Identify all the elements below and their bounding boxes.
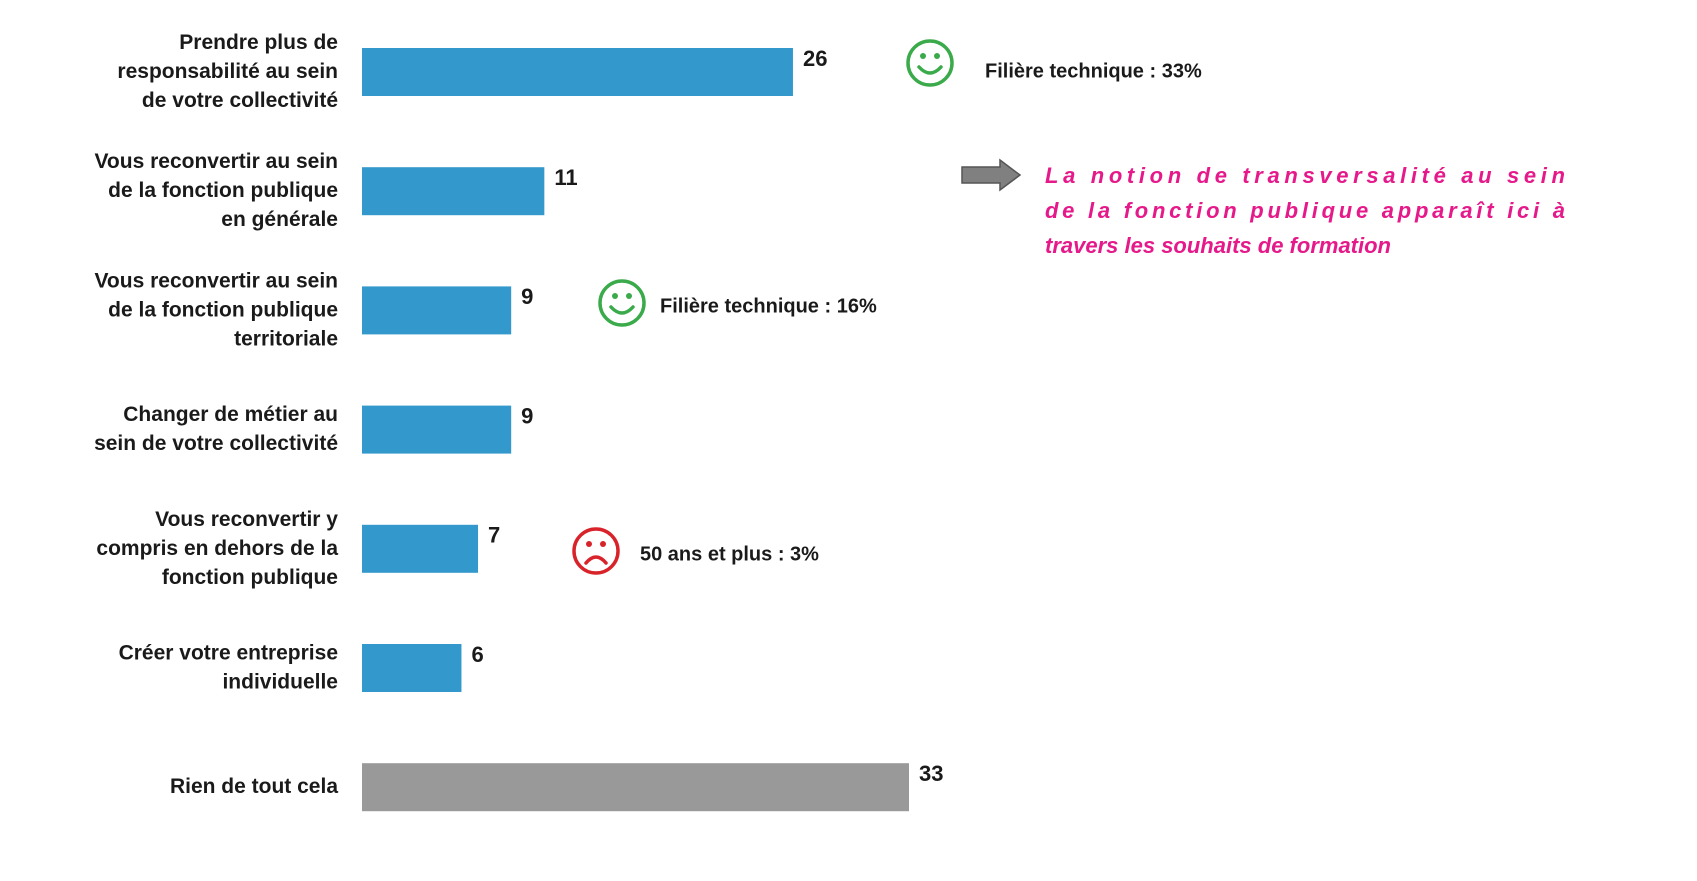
annotation: 50 ans et plus : 3% bbox=[640, 543, 819, 565]
mouth bbox=[609, 305, 635, 315]
bar bbox=[362, 524, 479, 573]
note: La notion de transversalité au sein de la… bbox=[1045, 163, 1565, 258]
bar bbox=[362, 644, 462, 692]
category-label: Vous reconvertir y compris en dehors de l… bbox=[96, 507, 338, 588]
annotation: Filière technique : 16% bbox=[660, 295, 877, 317]
eye bbox=[934, 53, 940, 59]
value-label: 7 bbox=[488, 523, 500, 548]
face-icon bbox=[572, 527, 620, 575]
face bbox=[598, 279, 646, 327]
value-label: 11 bbox=[554, 165, 577, 190]
face bbox=[572, 527, 620, 575]
eye bbox=[920, 53, 926, 59]
category-label: Vous reconvertir au sein de la fonction p… bbox=[94, 150, 338, 231]
arrow bbox=[961, 158, 1022, 192]
face bbox=[906, 39, 954, 87]
value-label: 9 bbox=[521, 403, 533, 428]
bar bbox=[362, 405, 512, 454]
face-icon bbox=[598, 279, 646, 327]
category-label: Vous reconvertir au sein de la fonction p… bbox=[94, 269, 338, 350]
eye bbox=[586, 541, 592, 547]
bar bbox=[362, 763, 909, 812]
face-icon bbox=[906, 39, 954, 87]
bar bbox=[362, 167, 545, 216]
value-label: 26 bbox=[803, 46, 827, 71]
annotation: Filière technique : 33% bbox=[985, 60, 1202, 82]
bar bbox=[362, 48, 793, 96]
value-label: 33 bbox=[919, 761, 943, 786]
value-label: 9 bbox=[521, 284, 533, 309]
mouth bbox=[584, 555, 608, 565]
mouth bbox=[917, 65, 943, 75]
bar bbox=[362, 286, 512, 335]
category-label: Changer de métier au sein de votre collec… bbox=[94, 403, 338, 455]
eye bbox=[600, 541, 606, 547]
category-label: Prendre plus de responsabilité au sein de … bbox=[117, 31, 338, 112]
eye bbox=[626, 293, 632, 299]
category-label: Rien de tout cela bbox=[170, 775, 338, 798]
value-label: 6 bbox=[471, 642, 483, 667]
eye bbox=[612, 293, 618, 299]
category-label: Créer votre entreprise individuelle bbox=[119, 641, 338, 693]
